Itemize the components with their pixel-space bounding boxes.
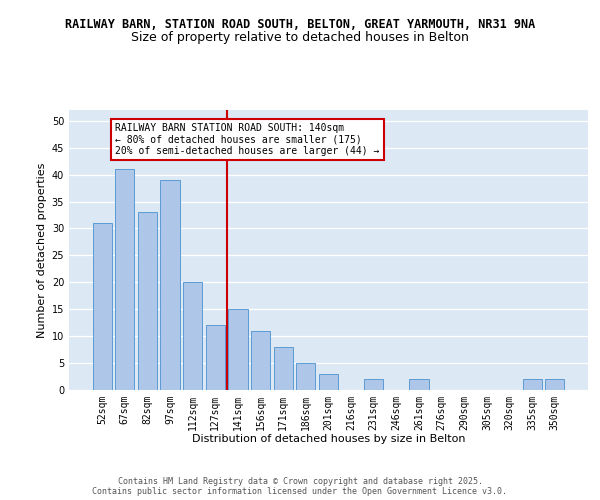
Bar	[183, 282, 202, 390]
Y-axis label: Number of detached properties: Number of detached properties	[37, 162, 47, 338]
Bar	[251, 331, 270, 390]
Bar	[92, 223, 112, 390]
Bar	[206, 326, 225, 390]
Text: RAILWAY BARN, STATION ROAD SOUTH, BELTON, GREAT YARMOUTH, NR31 9NA: RAILWAY BARN, STATION ROAD SOUTH, BELTON…	[65, 18, 535, 30]
Bar	[545, 379, 565, 390]
Bar	[274, 347, 293, 390]
Text: RAILWAY BARN STATION ROAD SOUTH: 140sqm
← 80% of detached houses are smaller (17: RAILWAY BARN STATION ROAD SOUTH: 140sqm …	[115, 122, 380, 156]
Bar	[160, 180, 180, 390]
Bar	[229, 309, 248, 390]
Bar	[319, 374, 338, 390]
X-axis label: Distribution of detached houses by size in Belton: Distribution of detached houses by size …	[192, 434, 465, 444]
Bar	[523, 379, 542, 390]
Bar	[115, 169, 134, 390]
Bar	[138, 212, 157, 390]
Text: Contains HM Land Registry data © Crown copyright and database right 2025.
Contai: Contains HM Land Registry data © Crown c…	[92, 476, 508, 496]
Bar	[364, 379, 383, 390]
Text: Size of property relative to detached houses in Belton: Size of property relative to detached ho…	[131, 31, 469, 44]
Bar	[409, 379, 428, 390]
Bar	[296, 363, 316, 390]
